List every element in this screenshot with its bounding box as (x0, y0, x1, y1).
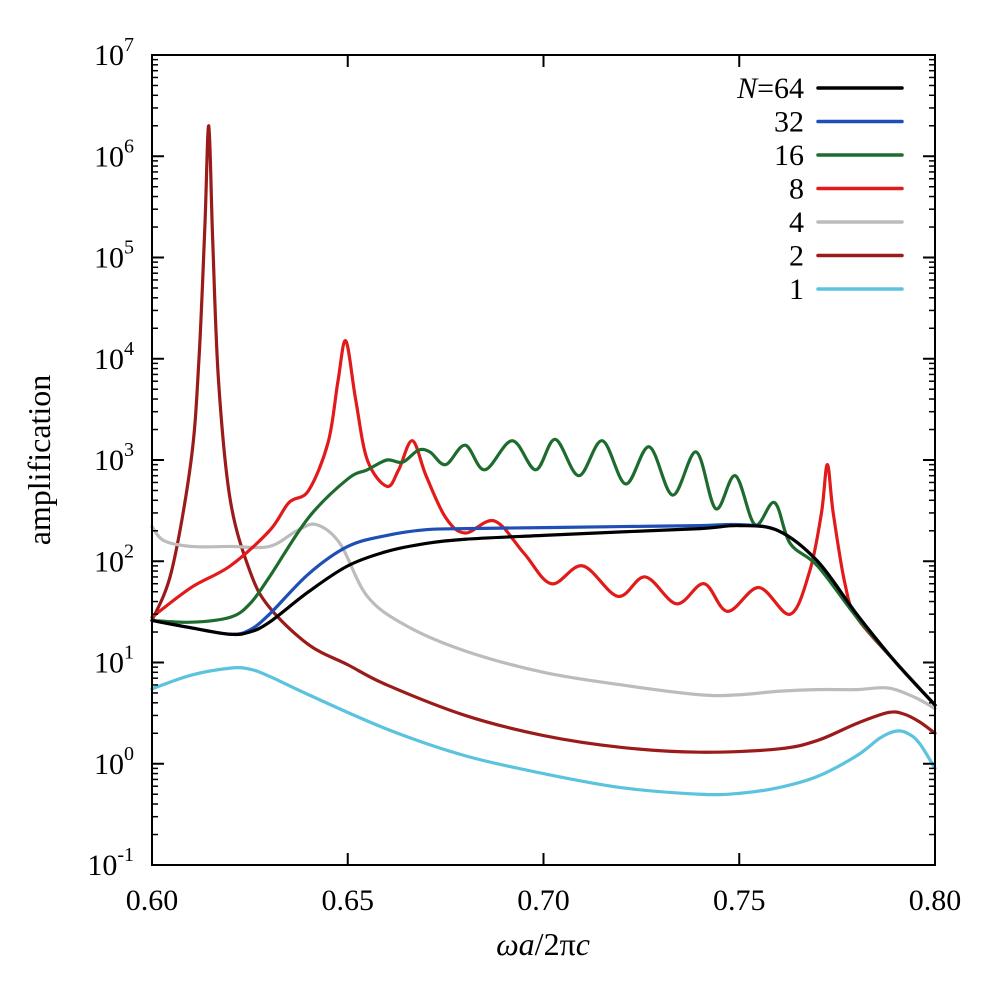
x-tick-label: 0.70 (517, 884, 570, 917)
series-line-4 (150, 522, 937, 711)
x-axis-label-slash: /2π (535, 926, 576, 962)
y-tick-label: 105 (94, 237, 134, 275)
y-tick-exponent: 3 (124, 439, 134, 461)
y-tick-exponent: 6 (124, 135, 134, 157)
x-tick-label: 0.60 (126, 884, 179, 917)
y-tick-exponent: -1 (117, 844, 134, 866)
y-tick-base: 10 (94, 545, 124, 578)
y-tick-exponent: 7 (124, 34, 134, 56)
legend-prefix: N (736, 72, 759, 105)
y-axis-label: amplification (21, 375, 57, 546)
y-tick-exponent: 1 (124, 642, 134, 664)
y-tick-base: 10 (94, 343, 124, 376)
series-line-1 (150, 666, 937, 797)
x-axis-label-c: c (576, 926, 590, 962)
legend-label-16: 16 (774, 139, 804, 172)
y-tick-base: 10 (87, 849, 117, 882)
y-tick-base: 10 (94, 39, 124, 72)
y-tick-label: 106 (94, 135, 134, 173)
y-tick-exponent: 5 (124, 237, 134, 259)
y-tick-label: 10-1 (87, 844, 134, 882)
legend-first-label: =64 (757, 72, 804, 105)
legend-label-2: 2 (789, 240, 804, 273)
y-tick-exponent: 2 (124, 540, 134, 562)
series-line-64 (150, 523, 937, 707)
x-tick-label: 0.75 (713, 884, 766, 917)
axis-ticks: 0.60 0.65 0.70 0.75 0.8010-11001011021031041… (87, 34, 961, 917)
legend-label-8: 8 (789, 173, 804, 206)
y-tick-base: 10 (94, 140, 124, 173)
x-axis-label: ωa/2πc (496, 926, 590, 962)
series-layer (150, 124, 937, 797)
y-tick-base: 10 (94, 444, 124, 477)
y-tick-exponent: 0 (124, 743, 134, 765)
y-tick-label: 102 (94, 540, 134, 578)
y-tick-label: 101 (94, 642, 134, 680)
y-tick-label: 103 (94, 439, 134, 477)
legend-label-1: 1 (789, 273, 804, 306)
y-tick-label: 107 (94, 34, 134, 72)
y-tick-label: 104 (94, 338, 134, 376)
legend-label-64: N=64 (736, 72, 804, 105)
y-tick-base: 10 (94, 242, 124, 275)
legend-label-32: 32 (774, 106, 804, 139)
series-line-16 (150, 437, 937, 707)
x-axis-label-omega-a: ωa (496, 926, 535, 962)
y-tick-base: 10 (94, 647, 124, 680)
y-tick-base: 10 (94, 748, 124, 781)
series-line-2 (150, 124, 937, 754)
y-tick-label: 100 (94, 743, 134, 781)
x-tick-label: 0.65 (322, 884, 375, 917)
y-tick-exponent: 4 (124, 338, 134, 360)
x-tick-label: 0.80 (909, 884, 962, 917)
legend-label-4: 4 (789, 206, 804, 239)
